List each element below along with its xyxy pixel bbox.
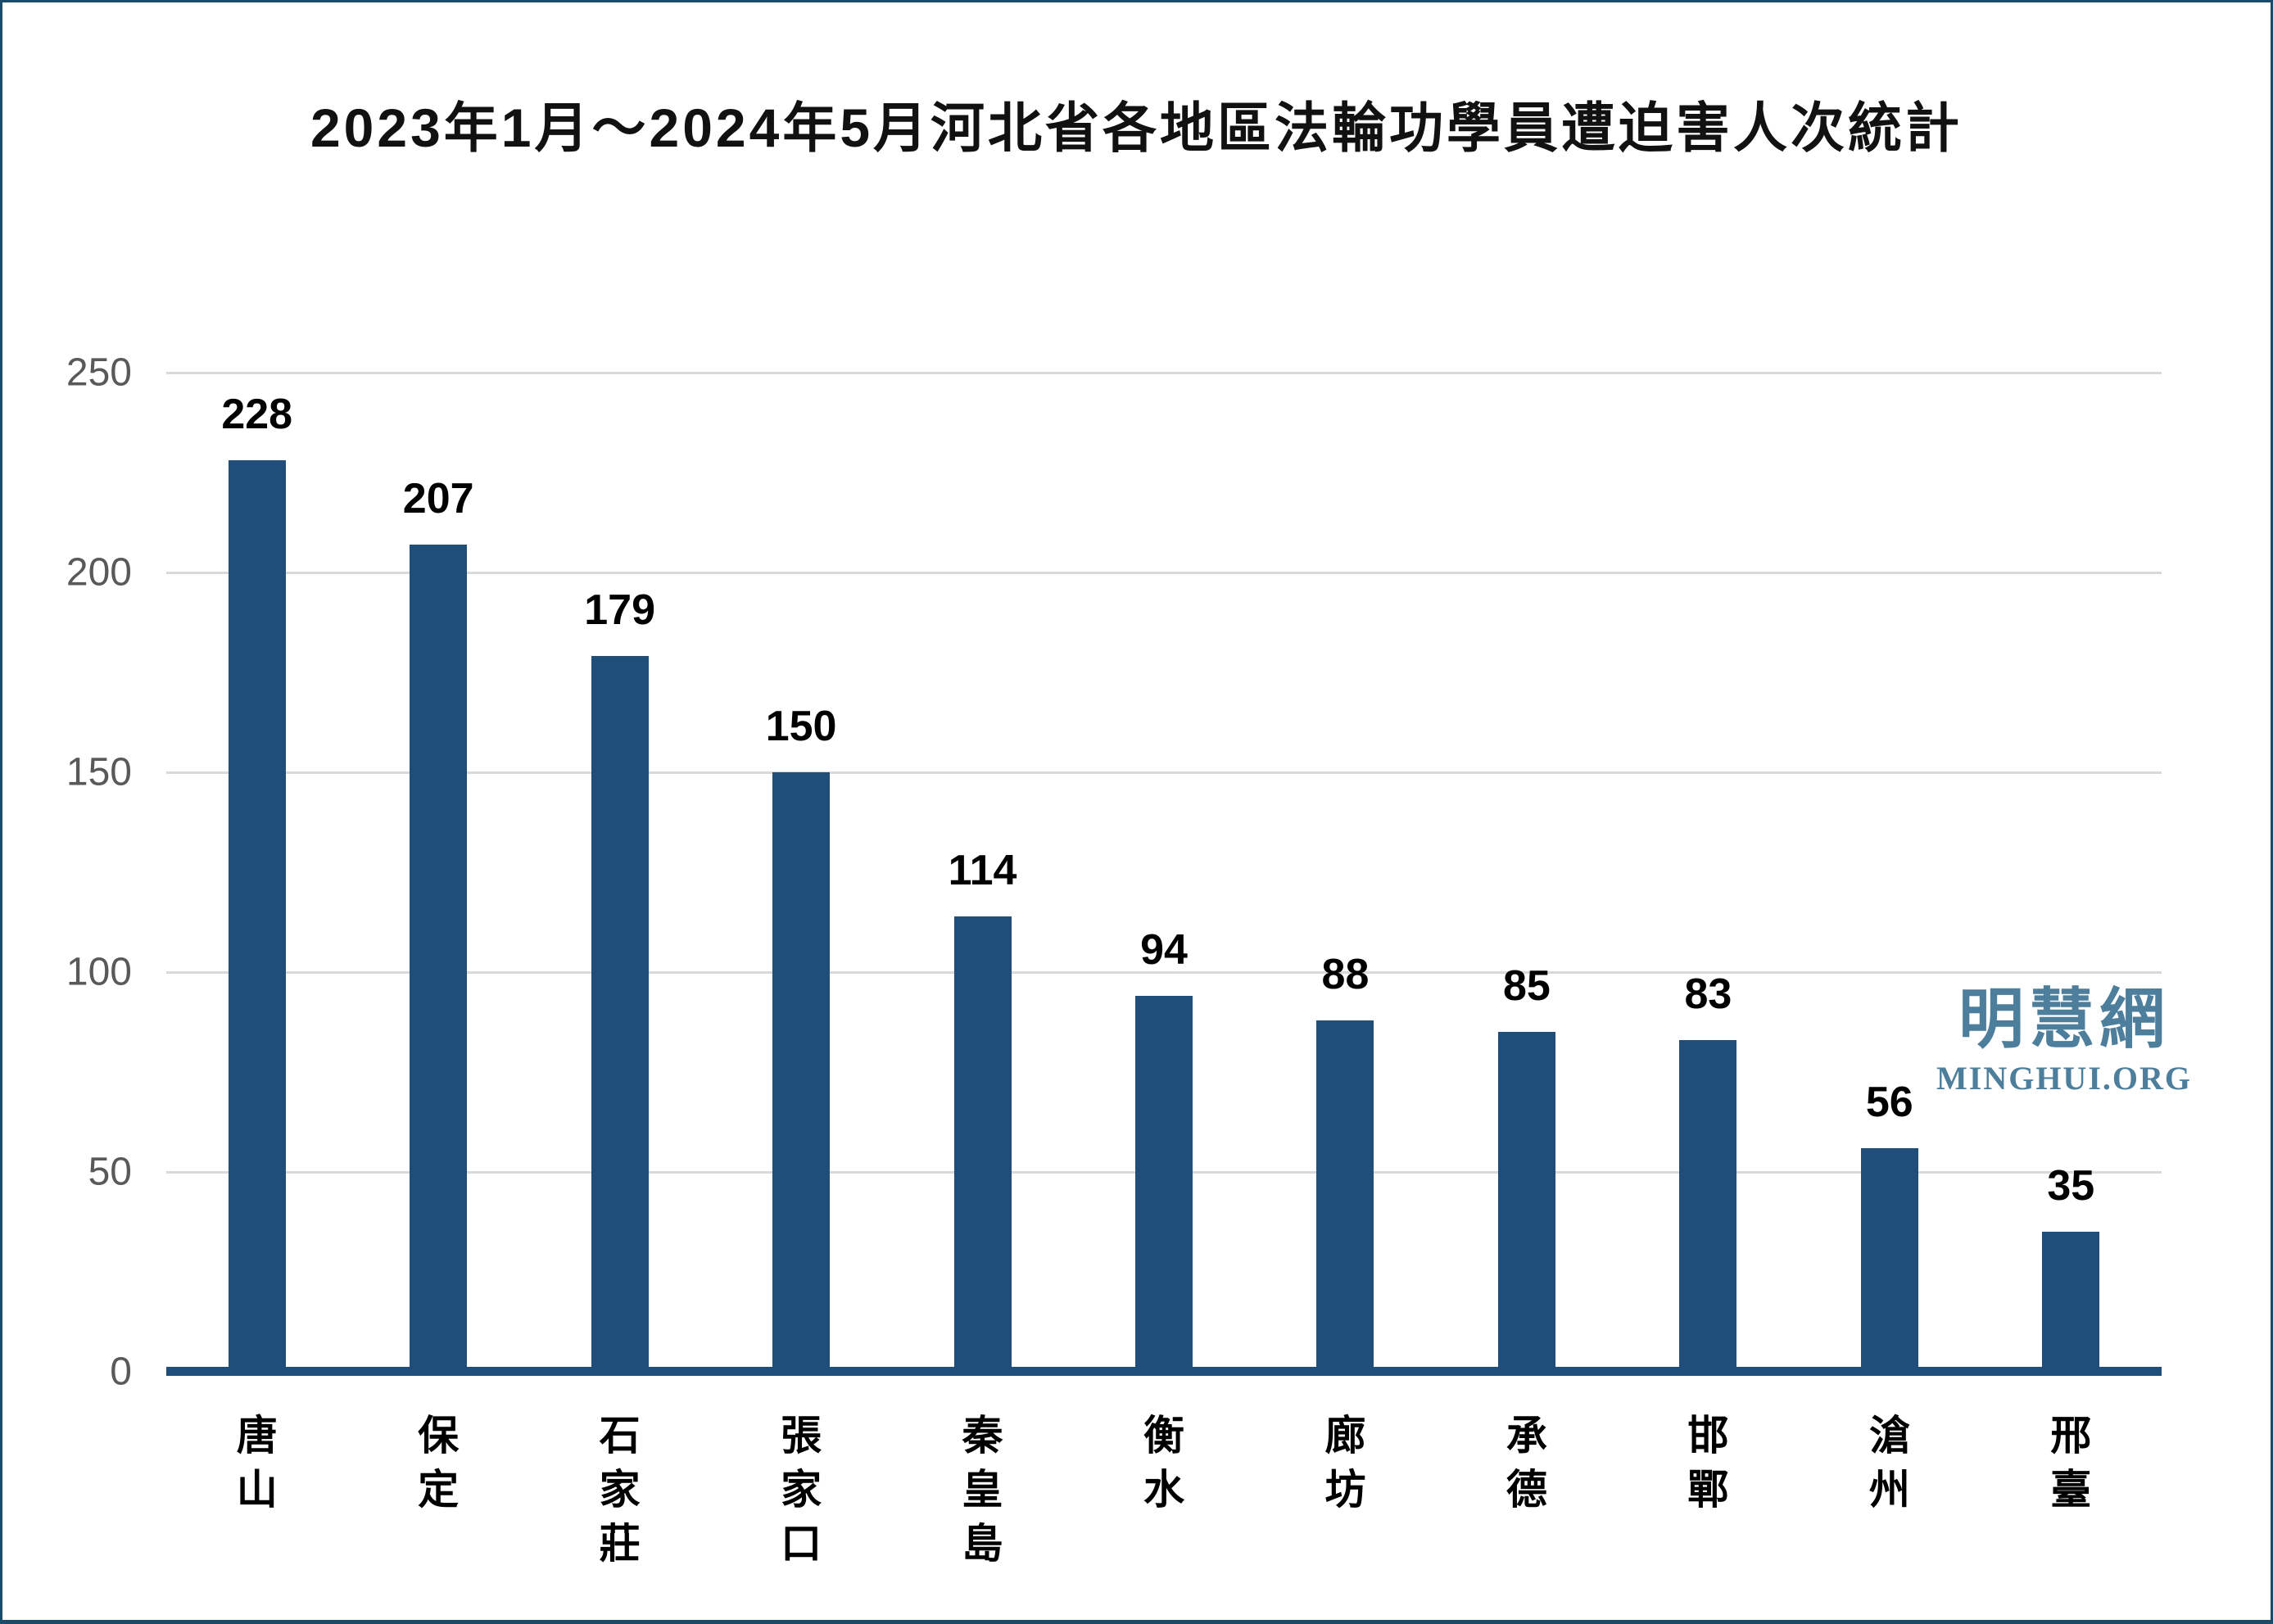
y-tick-label-200: 200 [66,550,132,595]
bar-滄州 [1860,1147,1918,1372]
bar-廊坊 [1316,1020,1374,1372]
y-tick-label-0: 0 [110,1350,132,1394]
category-label-秦皇島: 秦 皇 島 [962,1413,1003,1567]
category-label-唐山: 唐 山 [236,1413,278,1513]
bar-承德 [1497,1032,1555,1372]
value-label-唐山: 228 [221,391,293,439]
category-label-承德: 承 德 [1506,1413,1547,1513]
chart-title: 2023年1月～2024年5月河北省各地區法輪功學員遭迫害人次統計 [310,97,1963,158]
minghui-watermark: 明慧網 MINGHUI.ORG [1929,987,2199,1095]
value-label-張家口: 150 [765,703,837,750]
value-label-衡水: 94 [1140,926,1188,975]
y-tick-label-50: 50 [88,1150,132,1194]
category-label-邢臺: 邢 臺 [2050,1413,2092,1513]
category-label-保定: 保 定 [418,1413,460,1513]
gridline-y-250 [166,371,2162,374]
gridline-y-200 [166,571,2162,574]
watermark-latin-logo: MINGHUI.ORG [1936,1060,2192,1097]
value-label-保定: 207 [402,474,474,522]
y-tick-label-250: 250 [66,351,132,395]
category-label-廊坊: 廊 坊 [1324,1413,1366,1513]
category-label-張家口: 張 家 口 [781,1413,822,1567]
gridline-y-150 [166,771,2162,774]
bar-邢臺 [2042,1232,2100,1372]
bar-秦皇島 [953,916,1012,1372]
y-tick-label-100: 100 [66,950,132,994]
category-label-衡水: 衡 水 [1143,1413,1184,1513]
y-tick-label-150: 150 [66,750,132,794]
bar-唐山 [228,460,286,1372]
bar-石家莊 [591,656,649,1372]
category-label-石家莊: 石 家 莊 [599,1413,641,1567]
gridline-y-100 [166,970,2162,974]
value-label-滄州: 56 [1865,1078,1913,1126]
value-label-邢臺: 35 [2047,1162,2095,1210]
watermark-chinese-logo: 明慧網 [1958,983,2170,1056]
value-label-秦皇島: 114 [948,846,1017,894]
category-label-滄州: 滄 州 [1868,1413,1910,1513]
value-label-邯鄲: 83 [1684,970,1732,1018]
bar-邯鄲 [1679,1039,1737,1372]
bar-張家口 [772,772,831,1372]
category-label-邯鄲: 邯 鄲 [1687,1413,1729,1513]
value-label-廊坊: 88 [1321,950,1370,998]
plot-area: 0 50 100 150 200 250 228 唐 山 207 保 定 179 石 家 莊 150 張 … [66,351,2162,1567]
value-label-承德: 85 [1502,962,1551,1011]
bar-保定 [410,544,468,1372]
value-label-石家莊: 179 [584,586,655,635]
bar-衡水 [1135,996,1193,1372]
